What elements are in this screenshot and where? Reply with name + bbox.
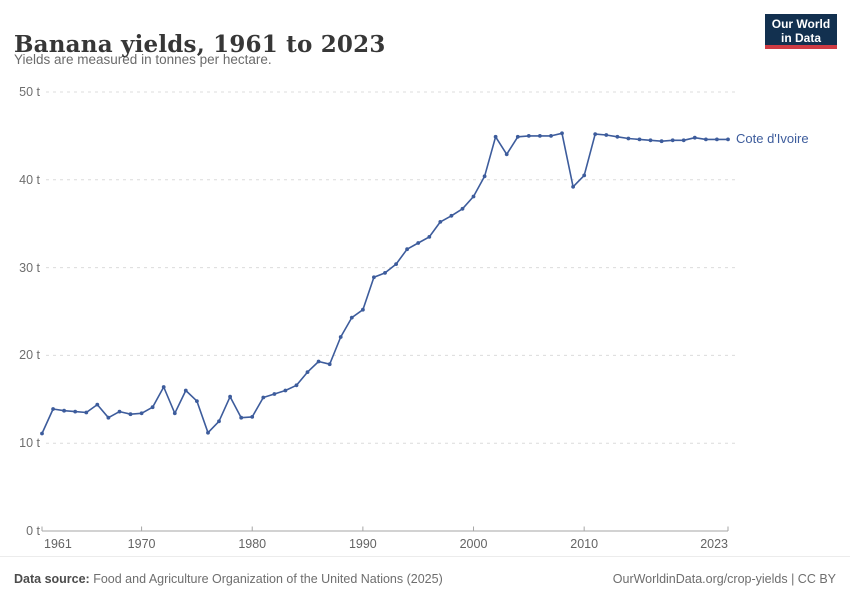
chart-subtitle: Yields are measured in tonnes per hectar… (14, 52, 272, 67)
data-point[interactable] (40, 431, 44, 436)
data-point[interactable] (482, 174, 487, 179)
data-point[interactable] (704, 137, 708, 142)
data-point[interactable] (405, 247, 409, 252)
data-point[interactable] (239, 415, 244, 420)
data-point[interactable] (294, 383, 299, 388)
y-axis-tick-label: 10 t (19, 436, 40, 451)
data-point[interactable] (460, 206, 465, 211)
data-point[interactable] (51, 407, 55, 411)
data-point[interactable] (95, 402, 100, 407)
data-point[interactable] (62, 408, 66, 413)
y-axis-tick-label: 0 t (26, 524, 40, 538)
x-axis-tick-label: 2000 (459, 537, 488, 551)
data-point[interactable] (593, 132, 598, 137)
data-point[interactable] (438, 220, 443, 224)
entity-label[interactable]: Cote d'Ivoire (736, 131, 809, 147)
data-point[interactable] (681, 138, 686, 143)
data-point[interactable] (283, 388, 288, 393)
data-point[interactable] (471, 194, 476, 199)
chart-footer: Data source: Food and Agriculture Organi… (0, 556, 850, 600)
y-axis-tick-label: 20 t (19, 348, 40, 363)
data-point[interactable] (615, 134, 620, 139)
data-point[interactable] (106, 415, 111, 420)
data-point[interactable] (416, 241, 421, 245)
data-point[interactable] (726, 137, 730, 142)
data-point[interactable] (394, 262, 398, 266)
data-point[interactable] (549, 134, 553, 138)
data-point[interactable] (449, 213, 454, 218)
data-point[interactable] (515, 134, 520, 139)
data-point[interactable] (139, 411, 144, 416)
data-point[interactable] (327, 362, 332, 367)
data-point[interactable] (128, 412, 133, 417)
x-axis-tick-label: 1980 (238, 537, 267, 551)
x-axis-tick-label: 2023 (700, 537, 728, 551)
data-point[interactable] (538, 134, 542, 138)
chart-title: Banana yields, 1961 to 2023 (14, 31, 386, 59)
data-point[interactable] (560, 131, 564, 136)
x-axis-tick-label: 1970 (127, 537, 156, 551)
data-point[interactable] (150, 405, 155, 410)
y-axis-tick-label: 40 t (19, 172, 40, 187)
x-axis-tick-label: 2010 (570, 537, 599, 551)
data-point[interactable] (715, 137, 719, 142)
data-point[interactable] (526, 134, 531, 138)
data-source-note: Data source: Food and Agriculture Organi… (14, 572, 443, 586)
data-point[interactable] (206, 430, 210, 435)
data-point[interactable] (626, 136, 631, 141)
data-point[interactable] (383, 271, 387, 275)
data-point[interactable] (372, 275, 376, 280)
data-point[interactable] (637, 137, 642, 142)
data-point[interactable] (648, 138, 653, 143)
owid-logo-line2: in Data (780, 31, 821, 45)
data-point[interactable] (172, 411, 177, 416)
data-point[interactable] (228, 394, 233, 399)
data-point[interactable] (161, 385, 166, 389)
data-point[interactable] (84, 410, 89, 415)
data-point[interactable] (361, 307, 365, 312)
data-point[interactable] (250, 415, 255, 419)
data-point[interactable] (73, 409, 78, 414)
owid-logo-line1: Our World (771, 17, 831, 31)
data-point[interactable] (659, 139, 664, 144)
data-point[interactable] (117, 409, 122, 414)
data-point[interactable] (272, 392, 277, 396)
data-source-text: Food and Agriculture Organization of the… (93, 571, 443, 586)
data-point[interactable] (692, 135, 697, 140)
data-line[interactable] (41, 132, 729, 435)
data-point[interactable] (582, 173, 587, 178)
data-point[interactable] (349, 315, 354, 320)
data-source-label: Data source: (14, 571, 90, 586)
data-point[interactable] (261, 395, 266, 400)
data-point[interactable] (427, 235, 432, 239)
data-point[interactable] (604, 133, 609, 137)
y-axis-tick-label: 30 t (19, 260, 40, 275)
data-point[interactable] (493, 134, 498, 139)
data-point[interactable] (571, 184, 575, 189)
data-point[interactable] (504, 152, 509, 157)
x-axis-tick-label: 1990 (348, 537, 377, 551)
owid-url-license-link[interactable]: OurWorldinData.org/crop-yields | CC BY (612, 571, 836, 586)
data-point[interactable] (195, 399, 199, 403)
data-point[interactable] (183, 388, 188, 393)
x-axis-tick-label: 1961 (44, 537, 72, 551)
owid-logo[interactable]: Our World in Data (765, 14, 837, 49)
data-point[interactable] (316, 359, 321, 364)
data-point[interactable] (305, 370, 310, 374)
data-point[interactable] (217, 419, 221, 424)
data-point[interactable] (670, 138, 675, 143)
y-axis-tick-label: 50 t (19, 85, 40, 99)
data-point[interactable] (338, 335, 343, 339)
